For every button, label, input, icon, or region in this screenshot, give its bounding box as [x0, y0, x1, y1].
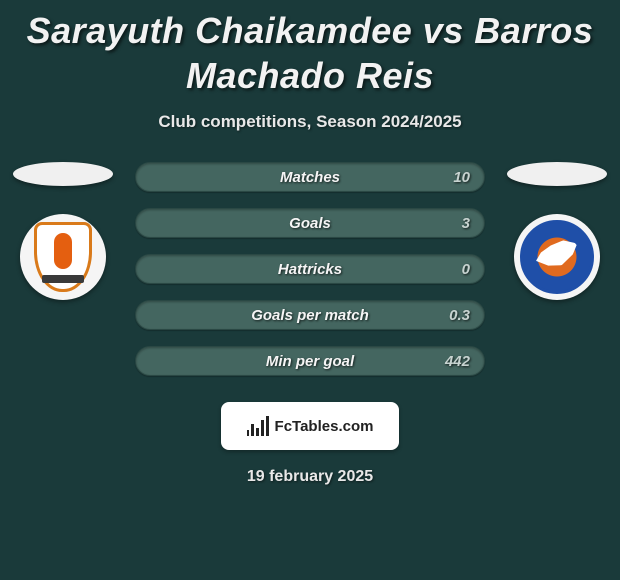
- bar-chart-icon: [247, 416, 269, 436]
- page-title: Sarayuth Chaikamdee vs Barros Machado Re…: [0, 0, 620, 98]
- stat-value: 10: [453, 169, 470, 186]
- player-left-column: [8, 162, 118, 300]
- stat-row: Min per goal 442: [135, 346, 485, 376]
- date-label: 19 february 2025: [0, 468, 620, 486]
- stats-list: Matches 10 Goals 3 Hattricks 0 Goals per…: [135, 162, 485, 376]
- stat-row: Hattricks 0: [135, 254, 485, 284]
- stat-value: 0.3: [449, 307, 470, 324]
- club-logo-left: [20, 214, 106, 300]
- subtitle: Club competitions, Season 2024/2025: [0, 112, 620, 132]
- player-left-placeholder: [13, 162, 113, 186]
- player-right-column: [502, 162, 612, 300]
- stat-value: 442: [445, 353, 470, 370]
- stat-label: Goals per match: [251, 307, 369, 324]
- stat-row: Goals 3: [135, 208, 485, 238]
- brand-name: FcTables.com: [275, 418, 374, 435]
- stat-label: Min per goal: [266, 353, 354, 370]
- club-shield-icon: [34, 222, 92, 292]
- stat-label: Hattricks: [278, 261, 342, 278]
- club-logo-right: [514, 214, 600, 300]
- stat-row: Goals per match 0.3: [135, 300, 485, 330]
- stat-value: 0: [462, 261, 470, 278]
- comparison-content: Matches 10 Goals 3 Hattricks 0 Goals per…: [0, 162, 620, 486]
- player-right-placeholder: [507, 162, 607, 186]
- club-circle-icon: [520, 220, 594, 294]
- stat-row: Matches 10: [135, 162, 485, 192]
- stat-value: 3: [462, 215, 470, 232]
- stat-label: Matches: [280, 169, 340, 186]
- brand-card: FcTables.com: [221, 402, 399, 450]
- stat-label: Goals: [289, 215, 331, 232]
